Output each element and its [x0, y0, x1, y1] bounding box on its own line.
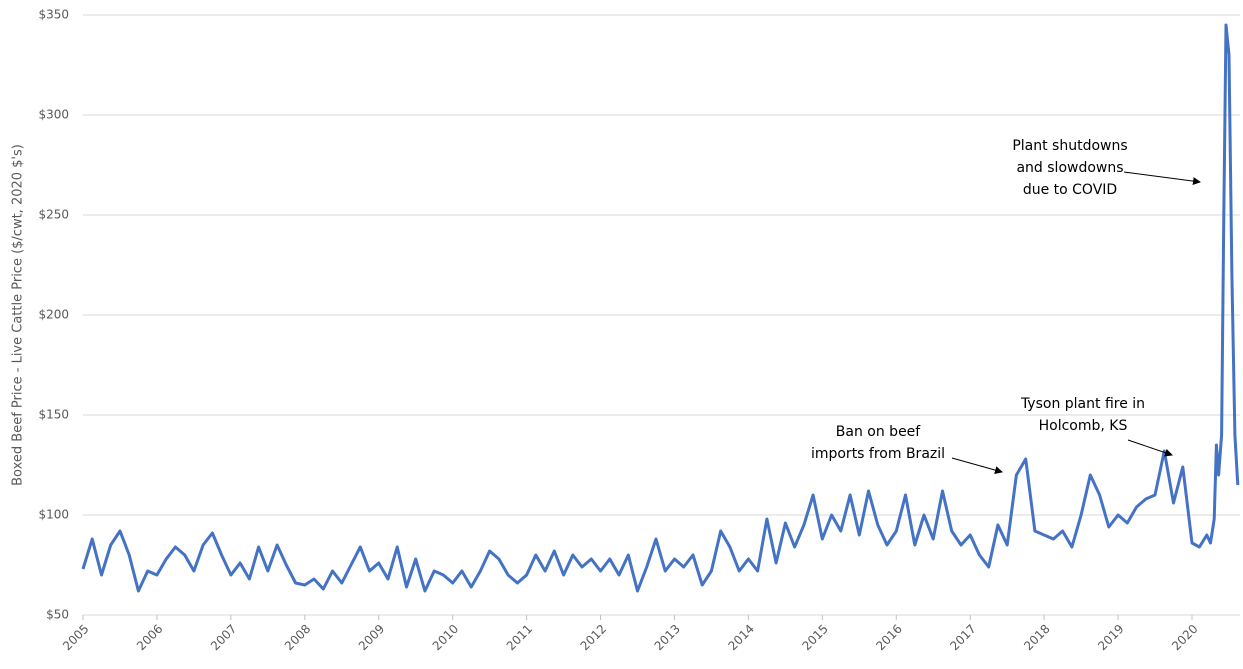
- y-tick-label: $100: [38, 508, 69, 522]
- x-tick-label: 2005: [60, 622, 91, 653]
- y-axis-title: Boxed Beef Price - Live Cattle Price ($/…: [11, 144, 26, 486]
- annotation-arrow: [1127, 439, 1173, 457]
- y-tick-label: $200: [38, 308, 69, 322]
- x-tick-label: 2009: [356, 622, 387, 653]
- y-tick-label: $50: [46, 608, 69, 622]
- x-tick-label: 2017: [947, 622, 978, 653]
- annotation: due to COVID: [1023, 182, 1117, 198]
- annotation-arrow: [1123, 171, 1201, 186]
- annotation: imports from Brazil: [811, 446, 945, 462]
- x-tick-label: 2014: [725, 622, 756, 653]
- y-tick-label: $300: [38, 108, 69, 122]
- annotation: and slowdowns: [1016, 160, 1123, 176]
- x-tick-label: 2018: [1021, 622, 1052, 653]
- x-tick-label: 2020: [1169, 622, 1200, 653]
- x-tick-label: 2016: [873, 622, 904, 653]
- x-tick-label: 2007: [208, 622, 239, 653]
- line-series: [81, 23, 1240, 593]
- x-tick-label: 2019: [1095, 622, 1126, 653]
- y-tick-label: $250: [38, 208, 69, 222]
- annotation: Holcomb, KS: [1039, 418, 1128, 434]
- y-tick-label: $150: [38, 408, 69, 422]
- x-tick-label: 2013: [652, 622, 683, 653]
- annotation: Ban on beef: [836, 424, 922, 440]
- annotation-arrow: [951, 457, 1003, 474]
- x-tick-label: 2012: [578, 622, 609, 653]
- x-tick-label: 2006: [134, 622, 165, 653]
- annotation: Plant shutdowns: [1012, 138, 1127, 154]
- x-tick-label: 2015: [799, 622, 830, 653]
- x-tick-label: 2011: [504, 622, 535, 653]
- y-tick-label: $350: [38, 8, 69, 22]
- annotation: Tyson plant fire in: [1020, 396, 1145, 412]
- x-tick-label: 2008: [282, 622, 313, 653]
- x-tick-label: 2010: [430, 622, 461, 653]
